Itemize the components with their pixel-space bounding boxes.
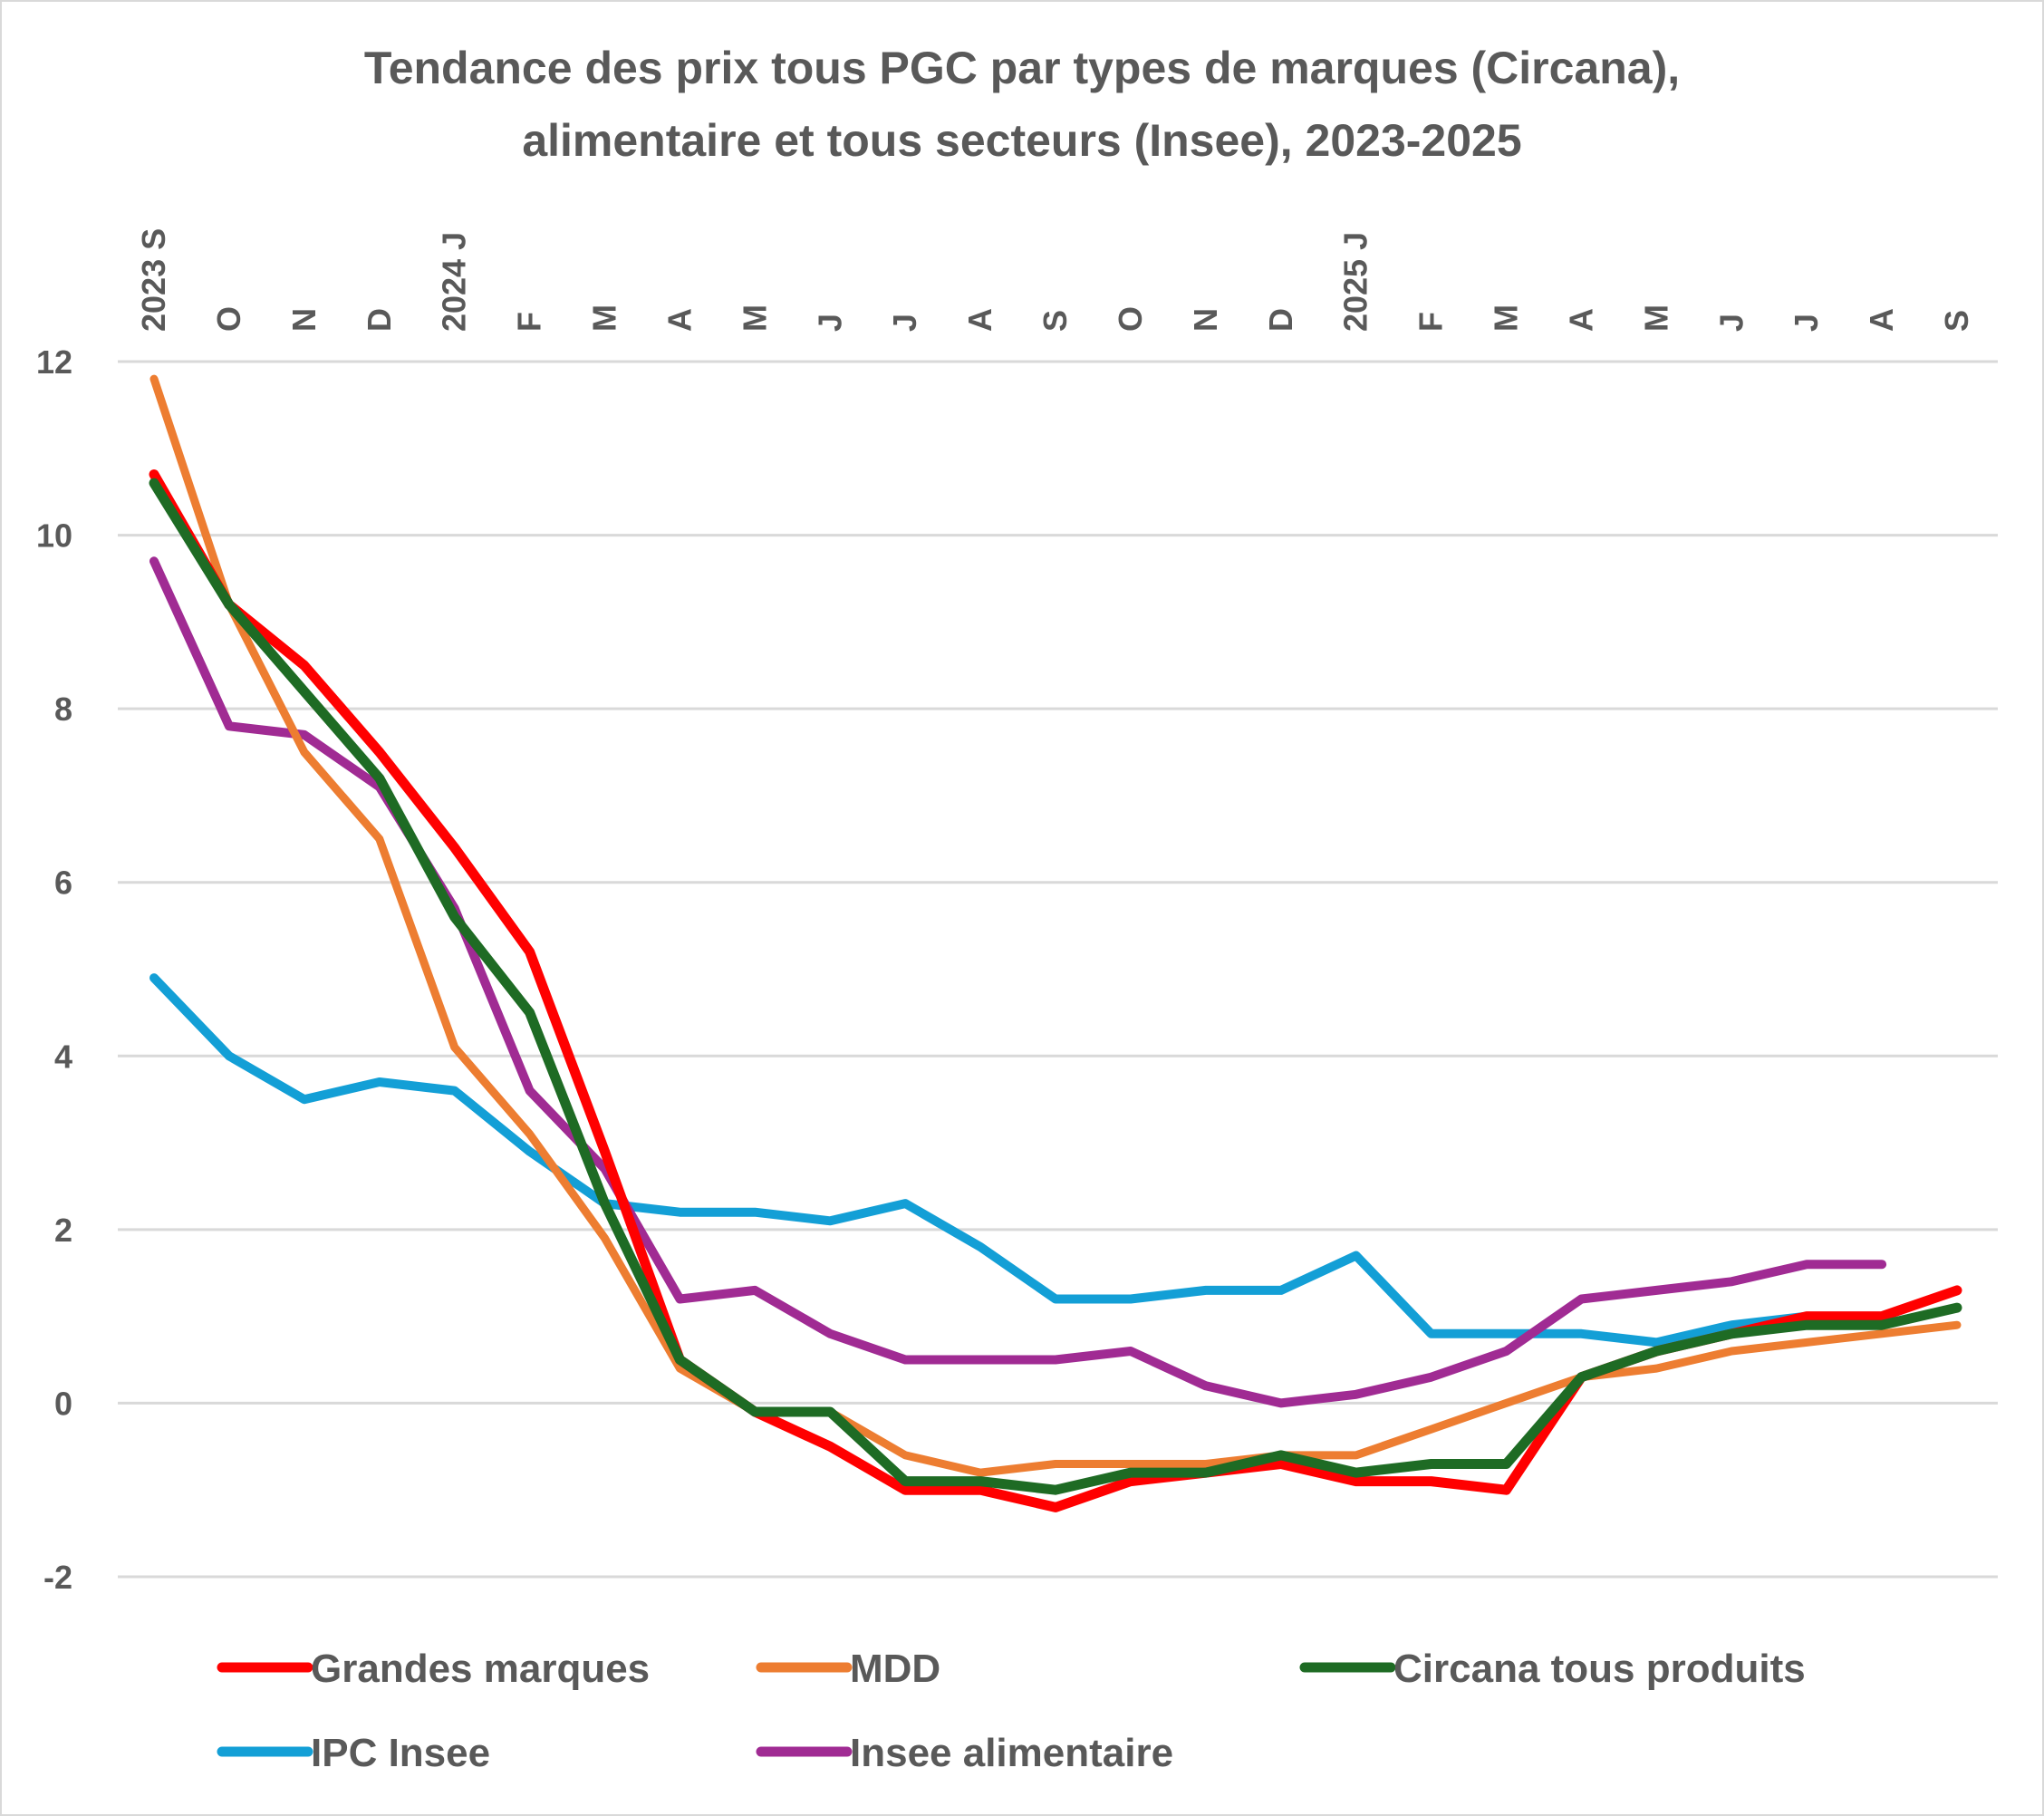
legend-label: Circana tous produits	[1393, 1647, 1806, 1691]
x-tick-label: N	[1187, 308, 1224, 332]
series-lines	[149, 374, 1962, 1512]
y-tick-label: 8	[54, 691, 72, 728]
y-tick-label: 10	[36, 517, 72, 555]
legend-label: MDD	[850, 1647, 940, 1691]
series-line-grandes-marques	[149, 469, 1962, 1512]
chart-title-line2: alimentaire et tous secteurs (Insee), 20…	[522, 115, 1521, 166]
x-tick-label: 2025 J	[1337, 232, 1374, 332]
y-tick-label: 6	[54, 865, 72, 902]
x-tick-label: J	[886, 314, 923, 332]
legend-item: MDD	[756, 1647, 940, 1691]
x-tick-label: O	[210, 306, 247, 332]
legend-item: Insee alimentaire	[756, 1731, 1173, 1775]
x-tick-label: S	[1938, 310, 1975, 332]
x-axis-ticks: 2023 S O N D 2024 J F M A M J J A S O N D 2025 J F M A M J J A S	[135, 228, 1975, 332]
legend-label: Grandes marques	[311, 1647, 650, 1691]
y-axis-ticks: -2 0 2 4 6 8 10 12	[36, 343, 72, 1596]
y-tick-label: 4	[54, 1038, 72, 1075]
legend-item: Circana tous produits	[1299, 1647, 1806, 1691]
series-line-mdd	[149, 374, 1962, 1477]
x-tick-label: A	[660, 308, 698, 332]
x-tick-label: N	[285, 308, 323, 332]
series-line-circana-tous-produits	[149, 478, 1962, 1495]
y-tick-label: 0	[54, 1385, 72, 1422]
x-tick-label: J	[1788, 314, 1825, 332]
x-tick-label: 2023 S	[135, 228, 172, 332]
y-tick-label: -2	[43, 1559, 72, 1596]
legend-item: IPC Insee	[217, 1731, 490, 1775]
gridlines	[118, 360, 1998, 1579]
x-tick-label: D	[361, 308, 398, 332]
legend-label: IPC Insee	[311, 1731, 490, 1775]
chart-title: Tendance des prix tous PGC par types de …	[364, 43, 1680, 93]
x-tick-label: F	[511, 312, 548, 332]
y-tick-label: 2	[54, 1212, 72, 1249]
x-tick-label: J	[1712, 314, 1750, 332]
legend-label: Insee alimentaire	[850, 1731, 1173, 1775]
x-tick-label: F	[1412, 312, 1450, 332]
x-tick-label: M	[736, 304, 773, 332]
series-line-ipc-insee	[149, 973, 1887, 1348]
legend-item: Grandes marques	[217, 1647, 650, 1691]
x-tick-label: A	[1863, 308, 1900, 332]
x-tick-label: O	[1112, 306, 1149, 332]
x-tick-label: D	[1262, 308, 1299, 332]
legend: Grandes marques MDD Circana tous produits I…	[217, 1647, 1806, 1775]
x-tick-label: 2024 J	[436, 232, 473, 332]
x-tick-label: A	[1562, 308, 1599, 332]
x-tick-label: S	[1036, 310, 1074, 332]
y-tick-label: 12	[36, 343, 72, 381]
x-tick-label: J	[811, 314, 848, 332]
x-tick-label: M	[1488, 304, 1525, 332]
x-tick-label: M	[1637, 304, 1674, 332]
x-tick-label: M	[586, 304, 623, 332]
x-tick-label: A	[961, 308, 998, 332]
